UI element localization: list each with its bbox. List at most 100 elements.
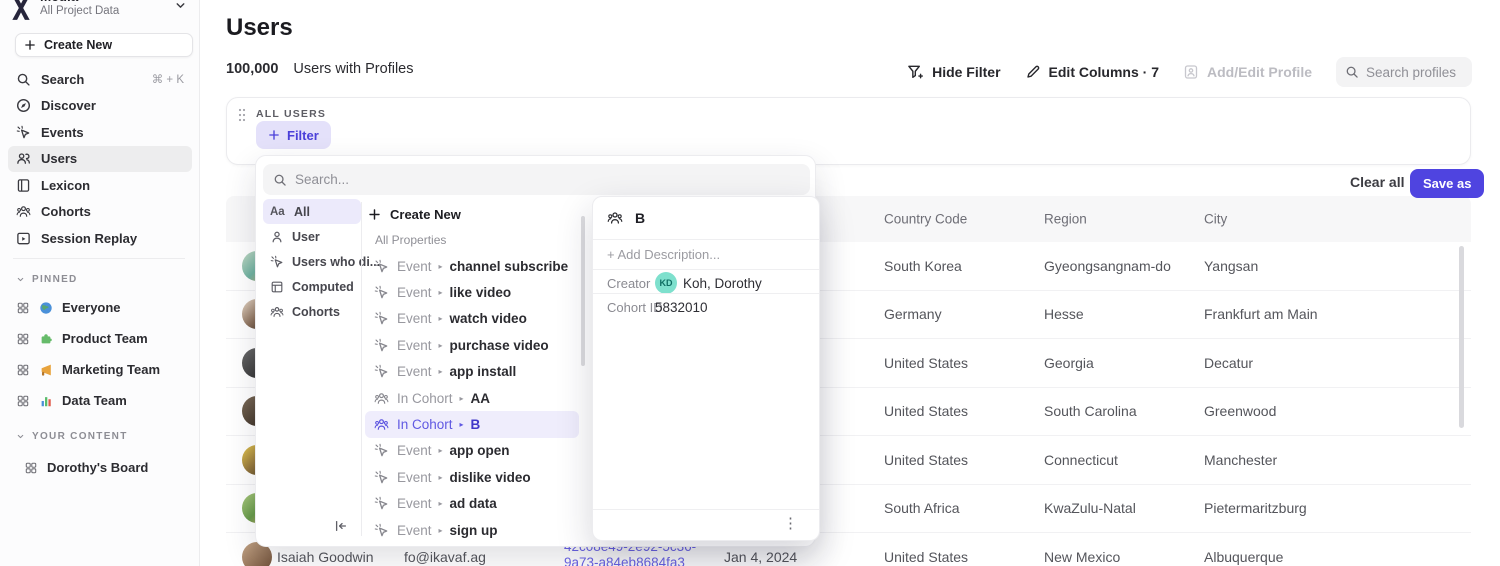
computed-icon — [270, 280, 284, 294]
sidebar: Media All Project Data Create New Search… — [0, 0, 200, 566]
caret-right-icon: ▸ — [438, 446, 443, 456]
property-event-dislike-video[interactable]: Event ▸ dislike video — [365, 464, 579, 490]
collapse-panel-icon[interactable] — [334, 519, 348, 533]
hide-filter-button[interactable]: Hide Filter — [907, 64, 1001, 80]
filter-builder-card: ALL USERS Filter — [226, 97, 1471, 165]
add-description-button[interactable]: + Add Description... — [607, 247, 721, 262]
plus-icon — [368, 208, 381, 221]
sidebar-item-discover[interactable]: Discover — [8, 93, 192, 120]
property-event-like-video[interactable]: Event ▸ like video — [365, 279, 579, 305]
caret-right-icon: ▸ — [459, 420, 464, 430]
cell-country: Germany — [884, 306, 942, 323]
category-all[interactable]: Aa All — [263, 199, 361, 224]
chevron-down-icon[interactable] — [174, 0, 187, 12]
person-icon — [270, 230, 284, 244]
category-users-who-did[interactable]: Users who di... — [263, 249, 380, 274]
popover-header: B — [607, 210, 645, 226]
sidebar-item-session-replay[interactable]: Session Replay — [8, 225, 192, 252]
property-event-watch-video[interactable]: Event ▸ watch video — [365, 306, 579, 332]
cell-name: Isaiah Goodwin — [277, 548, 374, 565]
sidebar-nav: Search ⌘ + K Discover Events Users Lexic… — [0, 66, 200, 252]
property-cohort-aa[interactable]: In Cohort ▸ AA — [365, 385, 579, 411]
plus-icon — [268, 129, 280, 141]
property-event-app-install[interactable]: Event ▸ app install — [365, 359, 579, 385]
creator-label: Creator — [607, 276, 651, 291]
pinned-board-everyone[interactable]: Everyone — [8, 292, 192, 323]
sidebar-item-events[interactable]: Events — [8, 119, 192, 146]
cell-region: KwaZulu-Natal — [1044, 500, 1136, 517]
pinned-board-marketing-team[interactable]: Marketing Team — [8, 354, 192, 385]
board-grid-icon — [16, 394, 30, 408]
board-dorothys-board[interactable]: Dorothy's Board — [16, 452, 200, 483]
cell-country: United States — [884, 403, 969, 420]
board-grid-icon — [16, 301, 30, 315]
sidebar-item-search[interactable]: Search ⌘ + K — [8, 66, 192, 93]
event-icon — [374, 311, 389, 326]
chevron-down-icon — [16, 275, 25, 284]
add-filter-button[interactable]: Filter — [256, 121, 331, 149]
bar-chart-icon — [39, 394, 53, 408]
create-new-button[interactable]: Create New — [15, 33, 193, 57]
category-computed[interactable]: Computed — [263, 274, 361, 299]
megaphone-icon — [39, 363, 53, 377]
pinned-board-data-team[interactable]: Data Team — [8, 385, 192, 416]
clear-all-button[interactable]: Clear all — [1350, 174, 1405, 190]
property-event-sign-up[interactable]: Event ▸ sign up — [365, 517, 579, 543]
create-new-property-button[interactable]: Create New — [368, 202, 461, 226]
dropdown-scrollbar[interactable] — [581, 216, 585, 366]
sidebar-item-cohorts[interactable]: Cohorts — [8, 199, 192, 226]
property-event-ad-data[interactable]: Event ▸ ad data — [365, 491, 579, 517]
replay-icon — [16, 231, 31, 246]
property-cohort-b[interactable]: In Cohort ▸ B — [365, 411, 579, 438]
caret-right-icon: ▸ — [438, 525, 443, 535]
search-icon — [1345, 65, 1359, 79]
event-icon — [374, 259, 389, 274]
column-header-country-code[interactable]: Country Code — [884, 211, 968, 227]
pinned-board-product-team[interactable]: Product Team — [8, 323, 192, 354]
sidebar-divider — [13, 258, 185, 259]
cell-region: Connecticut — [1044, 451, 1118, 468]
edit-columns-button[interactable]: Edit Columns · 7 — [1025, 64, 1159, 80]
create-new-label: Create New — [44, 38, 113, 52]
sidebar-item-users[interactable]: Users — [8, 145, 192, 172]
category-cohorts[interactable]: Cohorts — [263, 299, 361, 324]
property-event-channel-subscribe[interactable]: Event ▸ channel subscribe — [365, 253, 579, 279]
column-header-city[interactable]: City — [1204, 211, 1228, 227]
drag-handle-icon[interactable] — [238, 108, 246, 122]
pinned-section-header[interactable]: PINNED — [0, 274, 200, 285]
cell-country: South Korea — [884, 257, 962, 274]
creator-name: Koh, Dorothy — [683, 276, 762, 291]
cohorts-icon — [374, 417, 389, 432]
sidebar-item-lexicon[interactable]: Lexicon — [8, 172, 192, 199]
your-content-section-header[interactable]: YOUR CONTENT — [0, 431, 200, 442]
kebab-menu-icon[interactable]: ⋮ — [783, 515, 798, 532]
users-icon — [16, 151, 31, 166]
column-header-region[interactable]: Region — [1044, 211, 1087, 227]
popover-divider — [593, 509, 819, 510]
popover-divider — [593, 269, 819, 270]
property-event-purchase-video[interactable]: Event ▸ purchase video — [365, 332, 579, 358]
add-edit-profile-button[interactable]: Add/Edit Profile — [1183, 64, 1312, 80]
save-as-button[interactable]: Save as — [1410, 169, 1485, 198]
cohort-details-popover: B + Add Description... Creator KD Koh, D… — [592, 196, 820, 541]
dropdown-search-input[interactable] — [295, 172, 800, 187]
cell-country: United States — [884, 548, 969, 565]
cell-city: Albuquerque — [1204, 548, 1284, 565]
cell-country: United States — [884, 451, 969, 468]
event-icon — [270, 255, 284, 269]
board-grid-icon — [24, 461, 38, 475]
board-grid-icon — [16, 332, 30, 346]
event-icon — [374, 496, 389, 511]
workspace-switcher[interactable]: Media All Project Data — [8, 0, 192, 28]
funnel-icon — [907, 64, 924, 80]
cell-region: Gyeongsangnam-do — [1044, 257, 1171, 274]
property-event-app-open[interactable]: Event ▸ app open — [365, 438, 579, 464]
search-profiles-input[interactable] — [1366, 64, 1463, 80]
caret-right-icon: ▸ — [438, 314, 443, 324]
profile-badge-icon — [1183, 64, 1199, 80]
table-scrollbar[interactable] — [1459, 246, 1464, 428]
compass-icon — [16, 98, 31, 113]
event-icon — [374, 285, 389, 300]
category-user[interactable]: User — [263, 224, 361, 249]
cell-city: Pietermaritzburg — [1204, 500, 1307, 517]
